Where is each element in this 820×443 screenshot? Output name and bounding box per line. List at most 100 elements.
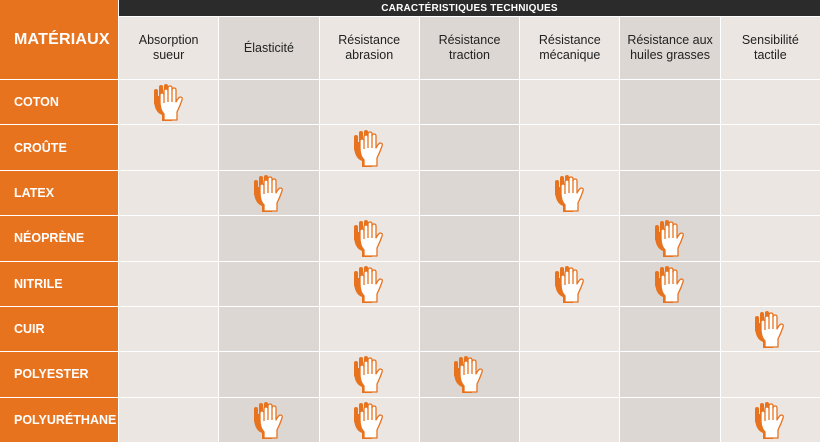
glove-icon (554, 174, 584, 212)
table-cell (219, 306, 319, 352)
table-cell (419, 125, 520, 170)
table-cell (720, 397, 820, 442)
column-header-label: Résistance mécanique (538, 33, 601, 62)
glove-icon (554, 265, 584, 303)
material-row-label: LATEX (0, 170, 118, 216)
material-row-label: COTON (0, 80, 118, 125)
table-cell (419, 397, 520, 442)
column-header-label: Sensibilité tactile (741, 33, 799, 62)
table-cell (119, 306, 219, 352)
column-header-label: Résistance aux huiles grasses (627, 33, 713, 62)
table-cell (219, 261, 319, 306)
table-cell (520, 306, 620, 352)
table-cell (119, 397, 219, 442)
table-cell (119, 125, 219, 170)
material-row-label: NITRILE (0, 261, 118, 306)
table-cell (119, 80, 219, 125)
material-name: POLYURÉTHANE (14, 412, 117, 427)
table-cell (419, 80, 520, 125)
glove-icon (354, 220, 384, 258)
material-row-label: CUIR (0, 306, 118, 352)
material-row-label: POLYESTER (0, 352, 118, 397)
glove-icon (354, 401, 384, 439)
table-cell (620, 125, 720, 170)
glove-icon (354, 129, 384, 167)
table-cell (319, 80, 419, 125)
table-cell (319, 352, 419, 397)
material-row-label: CROÛTE (0, 125, 118, 170)
column-header: Résistance abrasion (319, 17, 419, 79)
glove-icon (354, 356, 384, 394)
table-cell (720, 80, 820, 125)
glove-icon (454, 356, 484, 394)
column-header: Sensibilité tactile (720, 17, 820, 79)
column-header-label: Résistance traction (438, 33, 501, 62)
column-header-label: Résistance abrasion (338, 33, 401, 62)
table-cell (720, 125, 820, 170)
table-cell (520, 216, 620, 261)
column-header: Résistance mécanique (520, 17, 620, 79)
table-cell (720, 216, 820, 261)
glove-icon (354, 265, 384, 303)
table-cell (520, 80, 620, 125)
materials-header: MATÉRIAUX (0, 0, 118, 79)
material-name: POLYESTER (14, 367, 89, 382)
table-cell (119, 216, 219, 261)
materials-header-label: MATÉRIAUX (14, 30, 110, 48)
table-cell (620, 216, 720, 261)
table-cell (319, 261, 419, 306)
glove-icon (755, 311, 785, 349)
table-cell (620, 80, 720, 125)
material-name: COTON (14, 95, 59, 110)
material-name: LATEX (14, 185, 55, 200)
table-cell (319, 216, 419, 261)
material-row-label: NÉOPRÈNE (0, 216, 118, 261)
table-cell (520, 125, 620, 170)
column-header: Absorption sueur (119, 17, 219, 79)
table-cell (219, 352, 319, 397)
table-cell (119, 261, 219, 306)
table-cell (319, 306, 419, 352)
table-cell (419, 352, 520, 397)
table-cell (720, 170, 820, 216)
material-name: NITRILE (14, 276, 63, 291)
table-cell (520, 352, 620, 397)
column-header: Résistance aux huiles grasses (620, 17, 720, 79)
table-cell (419, 306, 520, 352)
section-title: CARACTÉRISTIQUES TECHNIQUES (381, 2, 558, 14)
material-row-label: POLYURÉTHANE (0, 397, 118, 442)
table-cell (419, 261, 520, 306)
column-header: Résistance traction (419, 17, 520, 79)
table-cell (520, 261, 620, 306)
table-cell (219, 170, 319, 216)
material-name: CUIR (14, 322, 45, 337)
table-cell (620, 261, 720, 306)
column-header: Élasticité (219, 17, 319, 79)
table-cell (720, 306, 820, 352)
table-cell (620, 397, 720, 442)
glove-icon (655, 265, 684, 303)
table-cell (319, 397, 419, 442)
table-cell (520, 170, 620, 216)
table-cell (720, 352, 820, 397)
table-cell (219, 125, 319, 170)
table-cell (219, 216, 319, 261)
table-cell (720, 261, 820, 306)
table-cell (219, 397, 319, 442)
section-title-band: CARACTÉRISTIQUES TECHNIQUES (119, 0, 820, 16)
glove-icon (655, 220, 684, 258)
table-cell (419, 170, 520, 216)
table-cell (620, 352, 720, 397)
glove-icon (253, 174, 283, 212)
table-cell (119, 352, 219, 397)
table-cell (319, 170, 419, 216)
table-cell (620, 306, 720, 352)
table-cell (419, 216, 520, 261)
table-cell (319, 125, 419, 170)
material-name: CROÛTE (14, 140, 67, 155)
table-cell (119, 170, 219, 216)
table-cell (620, 170, 720, 216)
column-header-label: Élasticité (243, 40, 294, 55)
table-cell (520, 397, 620, 442)
